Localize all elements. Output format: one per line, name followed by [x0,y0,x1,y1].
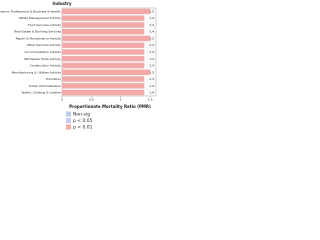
bar [62,42,145,48]
y-tick-label: Food Services Activity [28,23,61,27]
x-tick-label: 1 [120,98,122,102]
y-tick-label: Textile, Clothing & Leather [20,91,61,95]
x-tick-label: 1.5 [148,98,153,102]
value-label: 1.4 [149,16,154,20]
value-label: 1.4 [149,77,154,81]
chart: Industry Proportionate Mortality Ratio (… [0,1,157,131]
value-label: 1.5 [149,70,154,74]
bar [62,56,145,62]
bar [62,83,145,89]
bar [62,28,145,35]
bar [62,35,151,42]
legend-swatch [66,111,71,117]
x-tick-label: 0.5 [89,98,94,102]
value-label: 1.4 [149,50,154,54]
y-tick-label: Real Estate & Building Services [14,30,61,34]
bar [62,69,151,76]
y-tick-label: Other Services Activity [27,43,62,47]
value-label: 1.4 [149,23,154,27]
value-label: 1.4 [149,64,154,68]
y-tick-label: Repair & Maintenance Activity [16,36,62,40]
y-tick-label: Manufacturing & Utilities Activity [12,70,62,74]
value-label: 1.5 [149,36,154,40]
legend-swatch [66,118,71,123]
x-tick-label: 0 [61,98,63,102]
legend-swatch [66,124,71,130]
legend-label: Non-sig [73,112,90,118]
value-label: 1.4 [149,57,154,61]
y-tick-label: Accommodation Activity [25,50,62,54]
y-tick-label: Wholesale Trade Activity [24,57,61,61]
value-label: 1.4 [149,91,154,95]
x-axis-label: Proportionate Mortality Ratio (PMR) [69,104,151,109]
page: {"chart_data":{"type":"hbar","title":"In… [0,0,162,135]
bar [62,62,145,69]
legend-label: p < 0.05 [73,118,93,124]
value-label: 1.4 [149,43,154,47]
bar [62,8,151,15]
bar [62,22,145,28]
y-tick-label: Public Administration [29,84,61,88]
value-label: 1.4 [149,30,154,34]
bar [62,76,145,82]
y-tick-label: Waste Management Activity [19,16,61,20]
y-tick-label: Finance, Professional & Business Scienti… [0,9,61,13]
bar [62,49,145,55]
bar [62,89,145,96]
y-tick-label: Education [46,77,61,81]
legend-label: p < 0.01 [73,125,93,131]
value-label: 1.5 [149,9,154,13]
chart-title: Industry [53,1,72,6]
value-label: 1.4 [149,84,154,88]
bar [62,15,145,21]
y-tick-label: Construction Activity [30,64,61,68]
